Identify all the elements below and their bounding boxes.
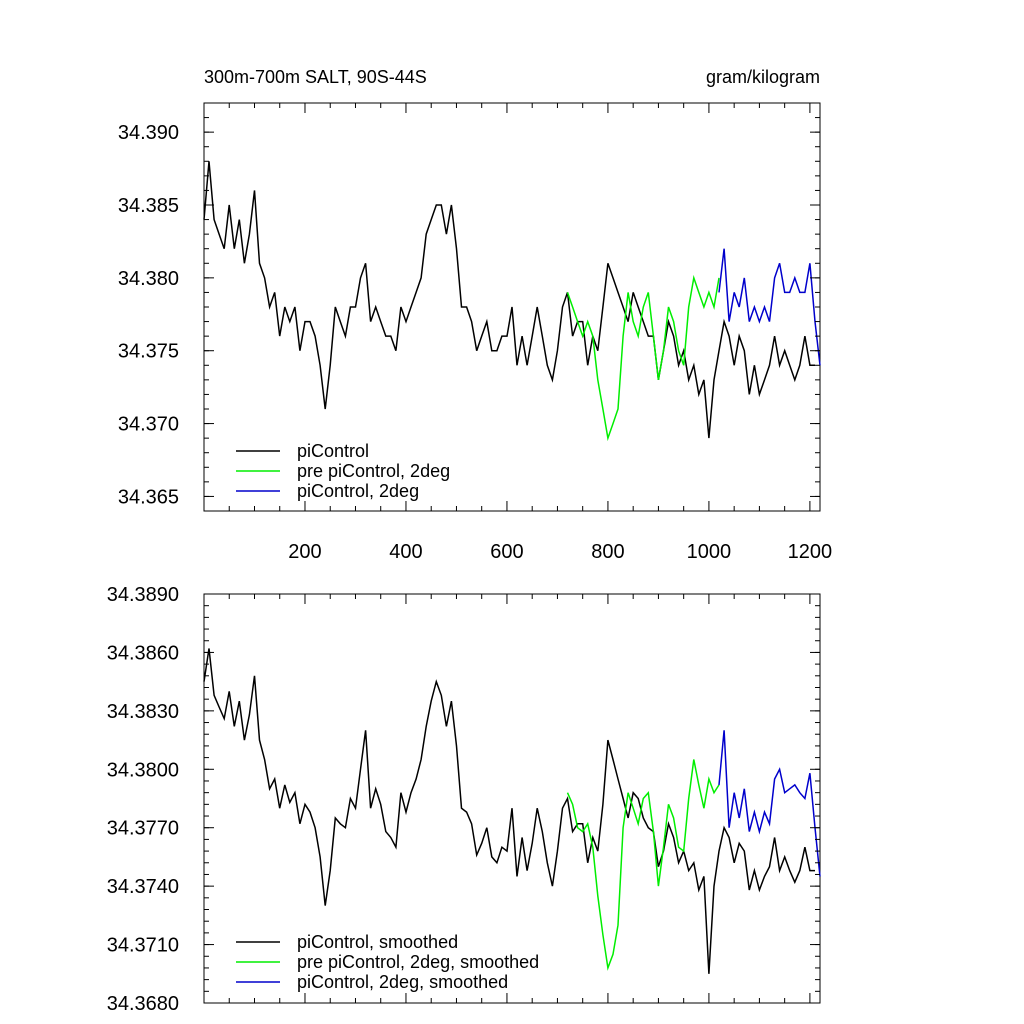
top-series-line-0 (203, 161, 815, 439)
units-label: gram/kilogram (706, 67, 820, 87)
bottom-panel: 34.3890 34.3860 34.3830 34.3800 34.3770 34.37… (107, 584, 821, 1015)
top-y-tick-label-2: 34.380 (118, 268, 179, 290)
bottom-legend-label-2: piControl, 2deg, smoothed (297, 972, 508, 992)
bottom-y-tick-label-5: 34.3740 (107, 876, 179, 898)
top-legend-label-0: piControl (297, 441, 369, 461)
top-y-tick-label-1: 34.385 (118, 195, 179, 217)
chart-title: 300m-700m SALT, 90S-44S (204, 67, 427, 87)
top-y-tick-label-0: 34.390 (118, 122, 179, 144)
top-axes-group: 200 400 600 800 1000 1200 34.390 34.385 34.380 34… (118, 102, 833, 563)
top-x-tick-label-3: 800 (591, 541, 624, 563)
top-x-tick-label-0: 200 (288, 541, 321, 563)
bottom-legend-label-1: pre piControl, 2deg, smoothed (297, 952, 539, 972)
top-y-tick-label-4: 34.370 (118, 414, 179, 436)
top-series-line-1 (566, 274, 720, 442)
bottom-legend-label-0: piControl, smoothed (297, 932, 458, 952)
bottom-y-tick-label-4: 34.3770 (107, 818, 179, 840)
bottom-y-tick-label-6: 34.3710 (107, 935, 179, 957)
bottom-series-line-1 (566, 759, 720, 971)
bottom-y-tick-label-0: 34.3890 (107, 584, 179, 606)
top-x-tick-label-1: 400 (389, 541, 422, 563)
bottom-axes-group: 34.3890 34.3860 34.3830 34.3800 34.3770 34.37… (107, 584, 820, 1015)
bottom-series-group (203, 648, 821, 974)
bottom-y-tick-label-7: 34.3680 (107, 993, 179, 1015)
top-panel: 300m-700m SALT, 90S-44S gram/kilogram 20… (118, 67, 832, 563)
bottom-y-tick-label-2: 34.3830 (107, 701, 179, 723)
top-y-tick-label-3: 34.375 (118, 341, 179, 363)
top-x-tick-label-5: 1200 (788, 541, 833, 563)
top-legend-label-2: piControl, 2deg (297, 481, 419, 501)
bottom-series-line-2 (718, 730, 821, 877)
top-series-group (203, 161, 821, 442)
top-series-line-2 (718, 248, 821, 366)
top-legend-label-1: pre piControl, 2deg (297, 461, 450, 481)
bottom-y-tick-label-1: 34.3860 (107, 642, 179, 664)
bottom-series-line-0 (203, 648, 815, 974)
top-x-tick-label-4: 1000 (687, 541, 732, 563)
top-y-tick-label-5: 34.365 (118, 486, 179, 508)
top-x-tick-label-2: 600 (490, 541, 523, 563)
bottom-plot-frame (203, 593, 821, 1004)
bottom-y-tick-label-3: 34.3800 (107, 759, 179, 781)
